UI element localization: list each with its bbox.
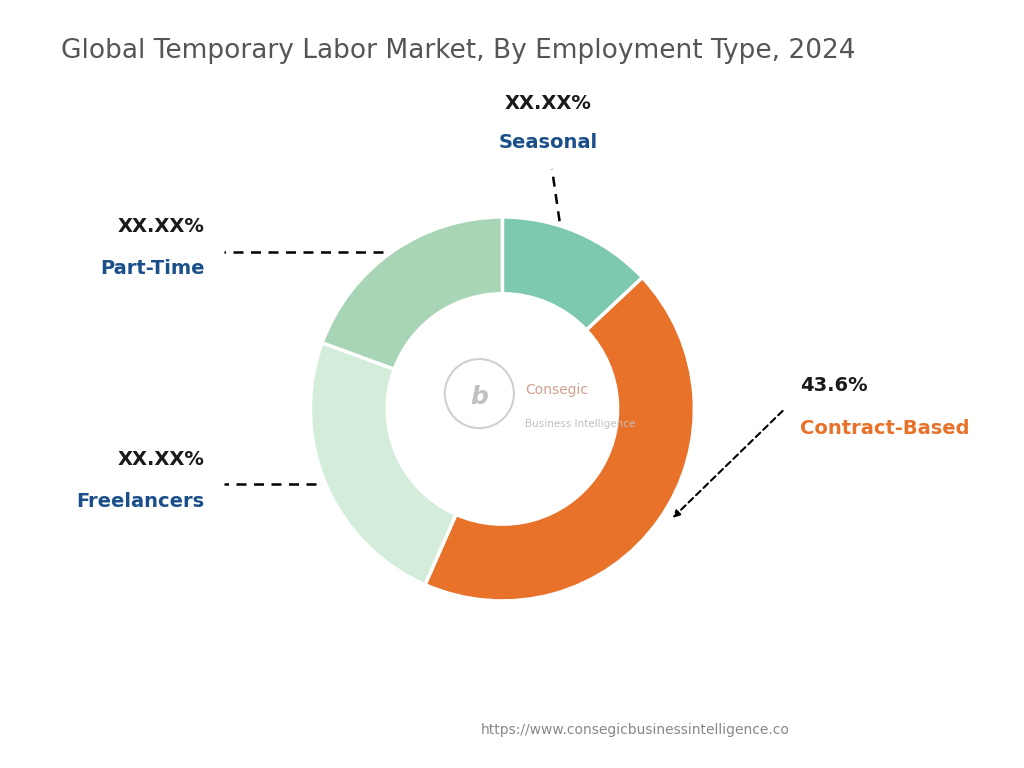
Wedge shape	[425, 277, 694, 601]
Text: Business Intelligence: Business Intelligence	[525, 419, 636, 429]
Text: Part-Time: Part-Time	[100, 260, 205, 278]
Text: Freelancers: Freelancers	[77, 492, 205, 511]
Text: https://www.consegicbusinessintelligence.co: https://www.consegicbusinessintelligence…	[480, 723, 790, 737]
Text: Contract-Based: Contract-Based	[800, 419, 970, 438]
Wedge shape	[323, 217, 503, 369]
Text: b: b	[470, 386, 488, 409]
Text: Global Temporary Labor Market, By Employment Type, 2024: Global Temporary Labor Market, By Employ…	[61, 38, 856, 65]
Text: Seasonal: Seasonal	[499, 133, 598, 152]
Wedge shape	[503, 217, 642, 330]
Wedge shape	[310, 343, 456, 584]
Text: XX.XX%: XX.XX%	[118, 217, 205, 236]
Text: XX.XX%: XX.XX%	[505, 94, 592, 113]
Circle shape	[389, 296, 615, 522]
Text: 43.6%: 43.6%	[800, 376, 867, 396]
Text: Consegic: Consegic	[525, 382, 589, 397]
Text: XX.XX%: XX.XX%	[118, 449, 205, 468]
